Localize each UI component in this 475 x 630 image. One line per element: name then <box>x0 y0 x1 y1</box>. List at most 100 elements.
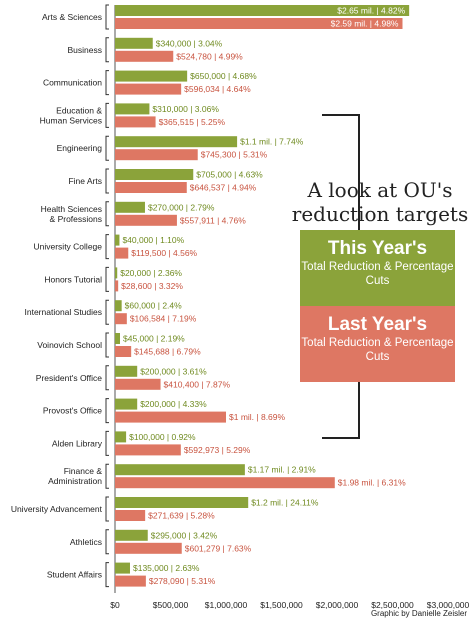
category-bracket <box>105 102 109 128</box>
bar-label-this-year: $705,000 | 4.63% <box>196 170 263 180</box>
bar-label-last-year: $557,911 | 4.76% <box>180 215 246 225</box>
category-label: Education & <box>56 105 102 115</box>
bar-this-year <box>115 398 138 410</box>
bar-this-year <box>115 431 127 443</box>
bar-last-year <box>115 18 403 29</box>
bar-label-this-year: $40,000 | 1.10% <box>122 235 184 245</box>
category-bracket <box>105 529 109 555</box>
bar-label-this-year: $45,000 | 2.19% <box>123 334 185 344</box>
category-label: International Studies <box>25 307 103 317</box>
bar-this-year <box>115 562 130 574</box>
legend-last-year-subtitle: Total Reduction & Percentage Cuts <box>301 337 454 363</box>
legend-this-year: This Year's Total Reduction & Percentage… <box>300 230 455 306</box>
bar-this-year <box>115 464 245 476</box>
category-bracket <box>105 496 109 522</box>
x-tick-label: $0 <box>110 600 120 610</box>
bar-label-this-year: $1.2 mil. | 24.11% <box>251 498 319 508</box>
category-label: President's Office <box>36 373 102 383</box>
bar-label-last-year: $28,600 | 3.32% <box>121 281 183 291</box>
bar-label-last-year: $410,400 | 7.87% <box>164 379 231 389</box>
bar-label-this-year: $270,000 | 2.79% <box>148 202 215 212</box>
bar-this-year <box>115 37 153 49</box>
bar-label-this-year: $1.1 mil. | 7.74% <box>240 137 304 147</box>
category-bracket <box>105 135 109 161</box>
category-bracket <box>105 299 109 325</box>
bar-this-year <box>115 70 188 82</box>
bar-last-year <box>115 346 132 357</box>
legend-this-year-subtitle: Total Reduction & Percentage Cuts <box>301 261 454 287</box>
category-label: University Advancement <box>11 504 103 514</box>
category-label: Human Services <box>40 115 102 125</box>
category-label: Voinovich School <box>37 340 102 350</box>
bar-label-this-year: $20,000 | 2.36% <box>120 268 182 278</box>
category-bracket <box>105 70 109 96</box>
bar-label-this-year: $650,000 | 4.68% <box>190 71 257 81</box>
category-label: Student Affairs <box>47 570 102 580</box>
category-bracket <box>105 266 109 292</box>
x-tick-label: $2,500,000 <box>371 600 414 610</box>
bar-this-year <box>115 201 145 213</box>
bar-label-this-year: $60,000 | 2.4% <box>125 301 182 311</box>
bar-label-this-year: $295,000 | 3.42% <box>151 530 218 540</box>
legend-this-year-title: This Year's <box>327 238 428 259</box>
bar-last-year <box>115 116 156 128</box>
category-label: University College <box>34 242 103 252</box>
bar-this-year <box>115 365 138 377</box>
category-label: Arts & Sciences <box>42 12 102 22</box>
bar-label-this-year: $200,000 | 3.61% <box>140 366 207 376</box>
bar-this-year <box>115 529 148 541</box>
category-bracket <box>105 398 109 424</box>
bar-this-year <box>115 497 249 508</box>
bar-this-year <box>115 169 194 180</box>
category-label: Engineering <box>57 143 103 153</box>
category-bracket <box>105 168 109 194</box>
bar-label-last-year: $2.59 mil. | 4.98% <box>331 19 399 29</box>
bar-last-year <box>115 280 119 292</box>
bar-last-year <box>115 214 177 226</box>
bar-last-year <box>115 411 226 423</box>
bar-label-this-year: $200,000 | 4.33% <box>140 399 207 409</box>
x-tick-label: $2,000,000 <box>316 600 359 610</box>
bar-label-last-year: $271,639 | 5.28% <box>148 511 215 521</box>
bar-last-year <box>115 182 187 193</box>
category-label: Athletics <box>70 537 102 547</box>
category-bracket <box>105 4 109 30</box>
bar-label-last-year: $365,515 | 5.25% <box>159 117 226 127</box>
bar-label-this-year: $310,000 | 3.06% <box>152 104 219 114</box>
bar-label-this-year: $2.65 mil. | 4.82% <box>337 6 405 16</box>
bar-last-year <box>115 510 146 521</box>
category-label: Finance & <box>64 466 103 476</box>
bar-label-last-year: $278,090 | 5.31% <box>149 576 216 586</box>
category-bracket <box>105 234 109 260</box>
bar-this-year <box>115 234 120 246</box>
category-bracket <box>105 430 109 456</box>
category-label: Honors Tutorial <box>44 274 102 284</box>
x-tick-label: $3,000,000 <box>427 600 470 610</box>
bar-last-year <box>115 542 182 554</box>
bar-last-year <box>115 247 129 259</box>
bar-label-this-year: $100,000 | 0.92% <box>129 432 196 442</box>
category-label: Business <box>68 45 103 55</box>
category-label: Health Sciences <box>41 204 102 214</box>
bar-this-year <box>115 300 122 312</box>
bar-label-last-year: $601,279 | 7.63% <box>185 543 252 553</box>
bar-last-year <box>115 83 182 95</box>
bar-label-last-year: $145,688 | 6.79% <box>134 347 201 357</box>
category-bracket <box>105 562 109 588</box>
bar-label-last-year: $646,537 | 4.94% <box>190 183 257 193</box>
bar-label-last-year: $119,500 | 4.56% <box>131 248 197 258</box>
x-tick-label: $500,000 <box>153 600 189 610</box>
category-bracket <box>105 201 109 227</box>
bar-this-year <box>115 5 410 16</box>
bar-this-year <box>115 136 238 148</box>
bar-last-year <box>115 575 146 587</box>
bar-label-this-year: $135,000 | 2.63% <box>133 563 200 573</box>
category-bracket <box>105 37 109 63</box>
category-label: Provost's Office <box>43 406 102 416</box>
legend-last-year: Last Year's Total Reduction & Percentage… <box>300 306 455 382</box>
category-label: Communication <box>43 78 102 88</box>
callout-title: A look at OU's reduction targets <box>291 178 469 226</box>
category-label: Alden Library <box>52 438 103 448</box>
bar-label-last-year: $592,973 | 5.29% <box>184 445 251 455</box>
bar-last-year <box>115 444 181 456</box>
